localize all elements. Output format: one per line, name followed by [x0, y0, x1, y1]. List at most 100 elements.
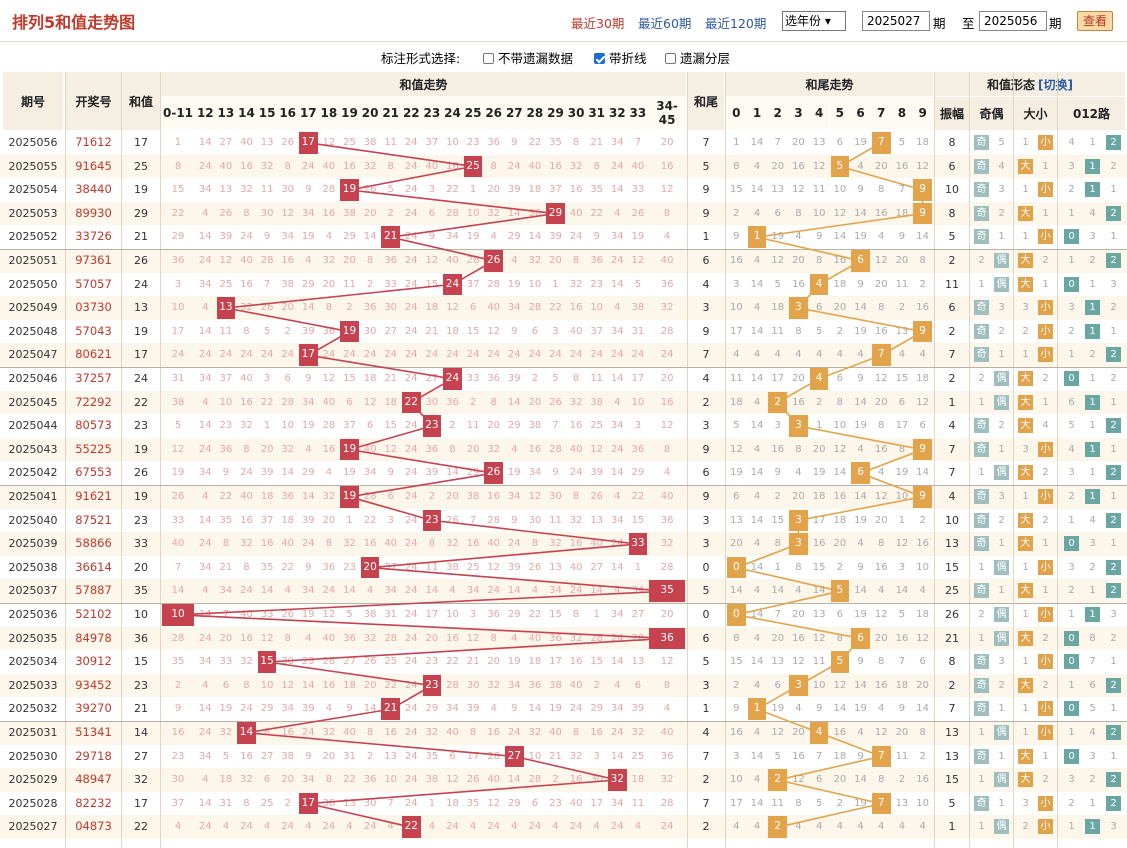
- recent-60-link[interactable]: 最近60期: [638, 16, 692, 31]
- draw-number-cell[interactable]: 03730: [75, 300, 112, 315]
- draw-number-cell[interactable]: 91645: [75, 158, 112, 173]
- tail-miss-value: 4: [878, 585, 885, 597]
- sum-miss-value: 38: [363, 137, 377, 148]
- sum-miss-value: 4: [511, 443, 518, 455]
- tail-miss-value: 16: [874, 561, 888, 573]
- checkbox-no-miss[interactable]: [483, 53, 494, 64]
- year-select[interactable]: 选年份 ▾: [782, 11, 846, 31]
- tail-miss-value: 6: [836, 373, 844, 384]
- draw-number-cell[interactable]: 52102: [75, 607, 112, 621]
- draw-number-cell[interactable]: 80573: [75, 418, 112, 433]
- oddeven-tag: 偶: [994, 276, 1009, 292]
- sum-miss-value: 12: [466, 632, 480, 644]
- draw-number-cell[interactable]: 37257: [75, 371, 112, 385]
- oddeven-tag: 奇: [974, 418, 989, 434]
- sum-miss-value: 13: [219, 184, 233, 196]
- draw-number-cell[interactable]: 80621: [75, 347, 112, 362]
- draw-number-cell[interactable]: 55225: [75, 441, 112, 456]
- draw-number-cell[interactable]: 72292: [75, 394, 112, 409]
- column-divider: [121, 72, 122, 848]
- sum-miss-value: 14: [198, 137, 212, 148]
- to-period-input[interactable]: 2025056: [979, 11, 1047, 31]
- query-button[interactable]: 查看: [1077, 11, 1113, 31]
- option-with-line[interactable]: 带折线: [594, 48, 647, 67]
- draw-number-cell[interactable]: 67553: [75, 465, 112, 480]
- checkbox-miss-layer[interactable]: [665, 53, 676, 64]
- draw-number-cell[interactable]: 57043: [75, 323, 112, 338]
- draw-number-cell[interactable]: 58866: [75, 536, 112, 551]
- sum-miss-value: 16: [528, 443, 542, 455]
- sum-miss-value: 26: [466, 774, 480, 786]
- draw-number-cell[interactable]: 89930: [75, 205, 112, 220]
- draw-number-cell[interactable]: 93452: [75, 677, 112, 692]
- sum-cell: 10: [134, 608, 148, 621]
- sum-miss-value: 20: [425, 632, 439, 644]
- sum-miss-value: 24: [404, 184, 418, 196]
- sum-miss-value: 24: [507, 538, 521, 550]
- draw-number-cell[interactable]: 36614: [75, 559, 112, 574]
- sum-miss-value: 10: [466, 207, 480, 219]
- draw-number-cell[interactable]: 04873: [75, 819, 112, 834]
- sum-miss-value: 30: [171, 774, 185, 786]
- sum-miss-value: 22: [219, 491, 233, 502]
- tail-miss-value: 6: [815, 302, 823, 314]
- draw-number-cell[interactable]: 57887: [75, 583, 112, 598]
- sum-miss-value: 4: [346, 821, 353, 833]
- recent-120-link[interactable]: 最近120期: [705, 16, 767, 31]
- sum-miss-value: 24: [631, 349, 645, 361]
- checkbox-with-line[interactable]: [594, 53, 605, 64]
- sum-miss-value: 10: [528, 278, 542, 290]
- option-no-miss[interactable]: 不带遗漏数据: [483, 48, 573, 67]
- sum-miss-value: 1: [634, 561, 642, 573]
- draw-number-cell[interactable]: 48947: [75, 772, 112, 787]
- tail-miss-value: 4: [753, 821, 761, 833]
- tail-cell: 0: [702, 560, 710, 574]
- tail-miss-value: 16: [874, 207, 888, 219]
- table-row: 2025055 91645 25 8 24 40 16 32 8 24 40 16 32 8 24 40 16 2…: [0, 154, 1127, 179]
- switch-link[interactable]: [切换]: [1038, 77, 1073, 92]
- sum-miss-value: 40: [660, 491, 674, 502]
- sum-miss-value: 30: [590, 774, 604, 786]
- sum-miss-value: 24: [404, 703, 418, 715]
- tail-miss-value: 9: [898, 231, 906, 243]
- from-period-input[interactable]: 2025027: [862, 11, 930, 31]
- tail-miss-value: 9: [857, 561, 864, 573]
- tail-miss-value: 19: [729, 467, 743, 479]
- draw-number-cell[interactable]: 51341: [75, 725, 112, 739]
- oddeven-tag: 奇: [974, 701, 989, 717]
- tail-hit-mark: 4: [809, 368, 829, 390]
- draw-number-cell[interactable]: 71612: [75, 135, 112, 149]
- draw-number-cell[interactable]: 39270: [75, 701, 112, 716]
- tail-col-1: 1: [746, 97, 768, 129]
- draw-number-cell[interactable]: 38440: [75, 182, 112, 197]
- draw-number-cell[interactable]: 84978: [75, 630, 112, 645]
- tail-miss-value: 4: [878, 821, 885, 833]
- sum-miss-value: 8: [243, 325, 250, 337]
- bigsmall-miss: 3: [1022, 302, 1029, 314]
- tail-miss-value: 4: [878, 703, 885, 715]
- recent-30-link[interactable]: 最近30期: [571, 16, 625, 31]
- sum-miss-value: 34: [384, 585, 398, 597]
- tail-miss-value: 2: [919, 750, 926, 762]
- draw-number-cell[interactable]: 30912: [75, 654, 112, 669]
- sum-miss-value: 26: [590, 491, 604, 502]
- draw-number-cell[interactable]: 91621: [75, 489, 112, 503]
- tail-hit-mark: 2: [768, 391, 788, 414]
- table-row: 2025032 39270 21 9 14 19 24 29 34 39 4 9 14 21 24 29 34 3…: [0, 697, 1127, 721]
- draw-number-cell[interactable]: 57057: [75, 276, 112, 291]
- tail-miss-value: 9: [815, 231, 823, 243]
- tail-miss-value: 12: [812, 160, 826, 172]
- option-miss-layer[interactable]: 遗漏分层: [665, 48, 730, 67]
- draw-number-cell[interactable]: 82232: [75, 795, 112, 810]
- draw-number-cell[interactable]: 33726: [75, 229, 112, 244]
- draw-number-cell[interactable]: 97361: [75, 253, 112, 267]
- tail-miss-value: 13: [812, 137, 826, 148]
- sum-miss-value: 20: [660, 137, 674, 148]
- draw-number-cell[interactable]: 29718: [75, 748, 112, 763]
- sum-miss-value: 20: [660, 373, 674, 384]
- sum-miss-value: 6: [263, 774, 271, 786]
- draw-number-cell[interactable]: 87521: [75, 512, 112, 527]
- sum-miss-value: 14: [198, 609, 212, 620]
- sum-miss-value: 21: [549, 750, 562, 762]
- sum-miss-value: 14: [198, 514, 212, 526]
